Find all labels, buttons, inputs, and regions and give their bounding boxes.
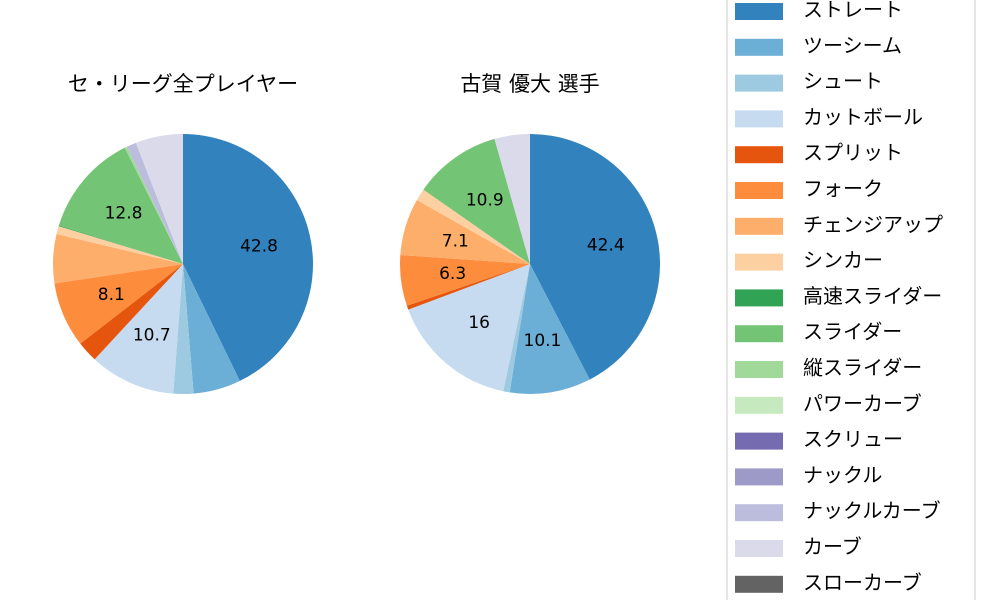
slice-label: 10.9 xyxy=(466,190,504,210)
pie-slice xyxy=(530,134,660,380)
pie-slice xyxy=(494,134,530,264)
legend-swatch xyxy=(735,504,783,522)
legend-swatch xyxy=(735,468,783,486)
legend-swatch xyxy=(735,38,783,56)
legend-label: カーブ xyxy=(803,535,862,559)
legend-label: パワーカーブ xyxy=(803,391,922,415)
pie-slice xyxy=(423,138,530,264)
legend-label: 縦スライダー xyxy=(803,356,922,380)
legend-label: シュート xyxy=(803,69,883,93)
pie-slice xyxy=(416,189,530,264)
pie-slice xyxy=(124,146,183,264)
legend-swatch xyxy=(735,146,783,164)
legend-swatch xyxy=(735,575,783,593)
pie-slice xyxy=(58,147,183,264)
legend-label: スプリット xyxy=(803,141,903,165)
legend-label: スローカーブ xyxy=(803,570,922,594)
legend-swatch xyxy=(735,289,783,307)
pie-slice xyxy=(406,264,530,310)
legend-label: スライダー xyxy=(803,320,902,344)
slice-label: 42.8 xyxy=(240,237,278,257)
legend-swatch xyxy=(735,110,783,128)
pie-slice xyxy=(52,234,183,284)
chart-title: セ・リーグ全プレイヤー xyxy=(68,72,298,96)
pie-slice xyxy=(135,134,183,264)
legend-box xyxy=(726,0,976,600)
legend-swatch xyxy=(735,540,783,557)
pie-slice xyxy=(509,264,590,394)
legend-swatch xyxy=(735,182,783,199)
pie-slice xyxy=(58,225,183,264)
legend-swatch xyxy=(735,253,783,271)
legend-label: カットボール xyxy=(803,105,923,129)
pie-slice xyxy=(400,255,530,306)
slice-label: 10.1 xyxy=(524,331,562,351)
legend-label: スクリュー xyxy=(803,427,903,451)
legend-label: シンカー xyxy=(803,248,883,272)
legend-swatch xyxy=(735,3,783,20)
pie-slice xyxy=(173,264,194,394)
pie-slice xyxy=(183,134,313,381)
pie-slice xyxy=(183,264,240,394)
legend-swatch xyxy=(735,217,783,235)
legend-swatch xyxy=(735,396,783,414)
slice-label: 42.4 xyxy=(587,236,625,256)
legend-swatch xyxy=(735,74,783,92)
pie-slice xyxy=(56,226,183,264)
pie-slice xyxy=(126,142,183,264)
pie-slice xyxy=(503,264,530,393)
slice-label: 7.1 xyxy=(442,232,469,252)
pie-slice xyxy=(80,264,183,360)
legend-swatch xyxy=(735,325,783,343)
slice-label: 10.7 xyxy=(133,325,171,345)
legend-label: チェンジアップ xyxy=(803,212,943,236)
chart-title: 古賀 優大 選手 xyxy=(460,72,599,96)
legend-swatch xyxy=(735,432,783,450)
pie-slice xyxy=(94,264,183,394)
pie-slice xyxy=(408,264,530,392)
pie-slice xyxy=(400,199,530,264)
legend-label: 高速スライダー xyxy=(803,284,942,308)
slice-label: 16 xyxy=(468,313,490,333)
slice-label: 12.8 xyxy=(105,204,143,224)
legend-swatch xyxy=(735,361,783,378)
legend-label: ナックルカーブ xyxy=(803,499,941,523)
legend-label: ナックル xyxy=(803,463,882,487)
pie-slice xyxy=(54,264,183,344)
slice-label: 8.1 xyxy=(98,285,125,305)
legend-label: フォーク xyxy=(803,177,883,201)
legend-label: ストレート xyxy=(803,0,903,22)
legend-label: ツーシーム xyxy=(803,33,902,57)
slice-label: 6.3 xyxy=(439,264,466,284)
